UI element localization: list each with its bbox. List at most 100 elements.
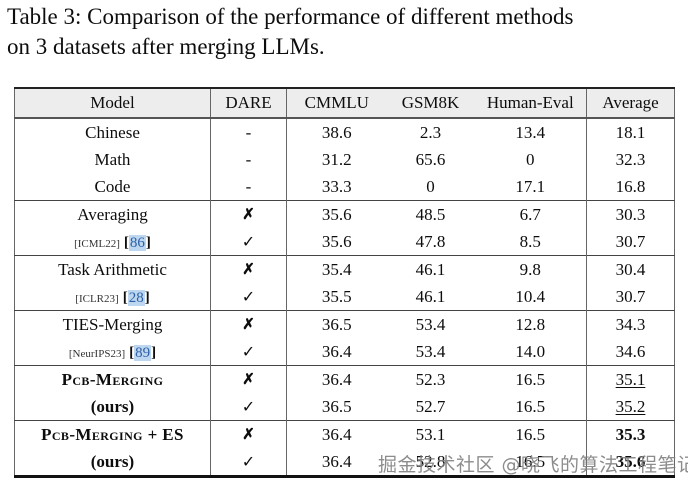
model-cell: Code (14, 173, 211, 201)
average-cell: 32.3 (615, 149, 646, 169)
cmmlu-cell: 36.5 (321, 396, 352, 416)
gsm8k-cell: 52.8 (415, 451, 446, 471)
model-cell: Pcb-Merging (14, 365, 211, 393)
dare-check-cell: ✓ (210, 393, 287, 421)
average-cell: 30.7 (615, 231, 646, 251)
table-row-code: Code - 33.3 0 17.1 16.8 (14, 173, 675, 201)
model-cell: [ICML22] [86] (14, 228, 211, 256)
column-header-model: Model (14, 88, 211, 119)
caption-line-2: on 3 datasets after merging LLMs. (7, 34, 325, 59)
dare-cell: - (210, 118, 287, 146)
cmmlu-cell: 36.4 (321, 341, 352, 361)
table-row-ties-merging-dare: [NeurIPS23] [89] ✓ 36.4 53.4 14.0 34.6 (14, 338, 675, 366)
gsm8k-cell: 65.6 (415, 149, 446, 169)
gsm8k-cell: 53.1 (386, 420, 475, 448)
cmmlu-cell: 35.5 (321, 286, 352, 306)
citation-bracket: ] (144, 289, 150, 306)
column-header-gsm8k: GSM8K (386, 88, 475, 119)
average-cell: 30.4 (586, 255, 675, 283)
cmmlu-cell: 35.4 (286, 255, 387, 283)
humaneval-cell: 16.5 (474, 365, 587, 393)
cmmlu-cell: 36.5 (286, 310, 387, 338)
gsm8k-cell: 47.8 (415, 231, 446, 251)
venue-label: [NeurIPS23] (68, 347, 126, 360)
venue-label: [ICLR23] (75, 292, 119, 305)
cmmlu-cell: 36.4 (286, 365, 387, 393)
dare-check-cell: ✓ (210, 338, 287, 366)
model-cell: [ICLR23] [28] (14, 283, 211, 311)
citation-bracket: [ (123, 234, 129, 251)
citation-link[interactable]: [86] (124, 232, 151, 251)
gsm8k-cell: 0 (426, 176, 435, 196)
venue-label: [ICML22] (74, 237, 120, 250)
gsm8k-cell: 46.1 (386, 255, 475, 283)
gsm8k-cell: 52.7 (415, 396, 446, 416)
column-header-average: Average (586, 88, 675, 119)
table-row-averaging-dare: [ICML22] [86] ✓ 35.6 47.8 8.5 30.7 (14, 228, 675, 256)
humaneval-cell: 8.5 (474, 228, 587, 256)
gsm8k-cell: 48.5 (386, 200, 475, 228)
dare-cross-cell: ✗ (210, 420, 287, 448)
table-row-pcb-merging-es-ours: (ours) ✓ 36.4 52.8 16.5 35.6 (14, 448, 675, 477)
gsm8k-cell: 2.3 (419, 122, 442, 142)
model-cell: (ours) (14, 393, 211, 421)
citation-link[interactable]: [28] (123, 287, 150, 306)
results-table: Model DARE CMMLU GSM8K Human-Eval Averag… (14, 87, 675, 478)
model-cell: Math (14, 146, 211, 173)
header-row: Model DARE CMMLU GSM8K Human-Eval Averag… (14, 88, 675, 119)
dare-cross-cell: ✗ (210, 200, 287, 228)
dare-check-cell: ✓ (210, 448, 287, 477)
table-row-pcb-merging-es: Pcb-Merging + ES ✗ 36.4 53.1 16.5 35.3 (14, 420, 675, 448)
table-row-pcb-merging-ours: (ours) ✓ 36.5 52.7 16.5 35.2 (14, 393, 675, 421)
model-cell: Averaging (14, 200, 211, 228)
model-cell: Pcb-Merging + ES (14, 420, 211, 448)
table-row-pcb-merging: Pcb-Merging ✗ 36.4 52.3 16.5 35.1 (14, 365, 675, 393)
average-cell: 16.8 (615, 176, 646, 196)
dare-cell: - (210, 146, 287, 173)
watermark: 掘金技术社区 @晓飞的算法工程笔记 (378, 454, 688, 476)
citation-bracket: [ (122, 289, 128, 306)
column-header-dare: DARE (210, 88, 287, 119)
cmmlu-cell: 35.6 (286, 200, 387, 228)
humaneval-cell: 6.7 (474, 200, 587, 228)
model-cell: Task Arithmetic (14, 255, 211, 283)
cmmlu-cell: 33.3 (321, 176, 352, 196)
average-cell-underlined: 35.1 (586, 365, 675, 393)
column-header-humaneval: Human-Eval (474, 88, 587, 119)
cmmlu-cell: 38.6 (321, 122, 352, 142)
cmmlu-cell: 36.4 (286, 420, 387, 448)
table-row-math: Math - 31.2 65.6 0 32.3 (14, 146, 675, 173)
citation-number: 89 (134, 344, 152, 361)
average-cell: 30.7 (615, 286, 646, 306)
humaneval-cell: 16.5 (474, 420, 587, 448)
cmmlu-cell: 35.6 (321, 231, 352, 251)
citation-number: 28 (127, 289, 145, 306)
gsm8k-cell: 53.4 (386, 310, 475, 338)
table-row-task-arithmetic: Task Arithmetic ✗ 35.4 46.1 9.8 30.4 (14, 255, 675, 283)
cmmlu-cell: 36.4 (321, 451, 352, 471)
table-row-task-arithmetic-dare: [ICLR23] [28] ✓ 35.5 46.1 10.4 30.7 (14, 283, 675, 311)
average-cell: 34.6 (615, 341, 646, 361)
dare-check-cell: ✓ (210, 283, 287, 311)
citation-link[interactable]: [89] (129, 342, 156, 361)
humaneval-cell: 16.5 (474, 448, 587, 477)
humaneval-cell: 12.8 (474, 310, 587, 338)
citation-bracket: ] (151, 344, 157, 361)
average-cell: 18.1 (615, 122, 646, 142)
model-cell: (ours) (14, 448, 211, 477)
humaneval-cell: 17.1 (474, 173, 587, 201)
humaneval-cell: 13.4 (474, 118, 587, 146)
cmmlu-cell: 31.2 (321, 149, 352, 169)
gsm8k-cell: 46.1 (415, 286, 446, 306)
dare-cross-cell: ✗ (210, 365, 287, 393)
humaneval-cell: 9.8 (474, 255, 587, 283)
average-cell: 30.3 (586, 200, 675, 228)
gsm8k-cell: 53.4 (415, 341, 446, 361)
average-cell-bold: 35.3 (586, 420, 675, 448)
model-cell: [NeurIPS23] [89] (14, 338, 211, 366)
average-cell-underlined: 35.2 (615, 396, 646, 416)
dare-cell: - (210, 173, 287, 201)
citation-bracket: [ (129, 344, 135, 361)
model-cell: TIES-Merging (14, 310, 211, 338)
table-row-ties-merging: TIES-Merging ✗ 36.5 53.4 12.8 34.3 (14, 310, 675, 338)
